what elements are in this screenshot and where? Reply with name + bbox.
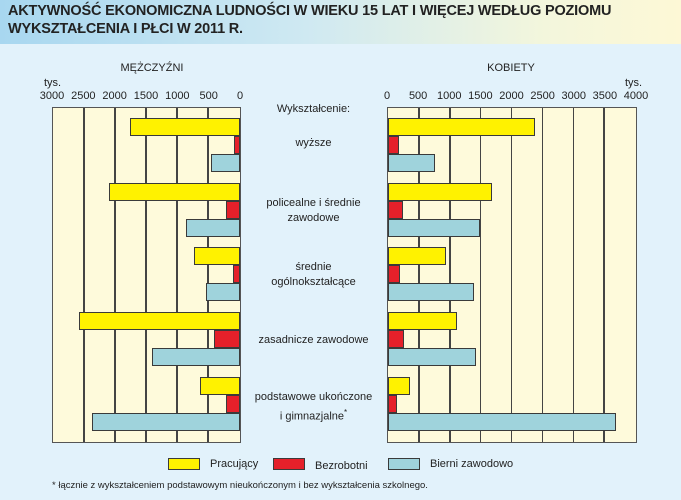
men-bar-bierni	[206, 283, 240, 301]
category-header: Wykształcenie:	[276, 103, 351, 115]
men-bar-bezrobotni	[225, 200, 240, 219]
women-bar-pracujacy	[388, 182, 493, 201]
legend-item-bierni: Bierni zawodowo	[388, 456, 513, 472]
men-bar-bezrobotni	[225, 395, 240, 413]
axis-tick-label: 500	[199, 90, 218, 102]
legend-swatch-red	[273, 458, 305, 470]
axis-tick-label: 2500	[530, 90, 555, 102]
men-bar-pracujacy	[129, 118, 240, 136]
men-bar-pracujacy	[109, 182, 240, 201]
women-bar-bierni	[388, 154, 436, 172]
gridline	[207, 108, 209, 442]
chart-title: AKTYWNOŚĆ EKONOMICZNA LUDNOŚCI W WIEKU 1…	[8, 3, 612, 37]
legend-label: Bezrobotni	[315, 460, 368, 472]
women-bar-pracujacy	[388, 377, 411, 395]
men-bar-bezrobotni	[213, 330, 240, 348]
men-plot-area	[52, 107, 241, 443]
women-bar-pracujacy	[388, 118, 536, 136]
category-label: policealne i średnie zawodowe	[266, 197, 361, 224]
gridline	[418, 108, 420, 442]
axis-tick-label: 500	[408, 90, 428, 102]
men-bar-bezrobotni	[234, 136, 240, 154]
gridline	[603, 108, 605, 442]
legend-swatch-yellow	[168, 458, 200, 470]
gridline	[510, 108, 513, 442]
men-bar-pracujacy	[78, 312, 240, 330]
men-bar-bezrobotni	[233, 265, 240, 283]
category-label: średnie ogólnokształcące	[271, 261, 356, 288]
axis-tick-label: 4000	[623, 90, 649, 102]
category-label: zasadnicze zawodowe	[258, 334, 369, 346]
men-bar-pracujacy	[193, 247, 240, 265]
gridline	[541, 108, 544, 442]
axis-tick-label: 1500	[468, 90, 493, 102]
men-bar-bierni	[151, 348, 240, 366]
category-label: wyższe	[295, 137, 332, 149]
gridline	[449, 108, 451, 442]
women-bar-bierni	[388, 283, 474, 301]
axis-tick-label: 0	[383, 90, 391, 102]
women-bar-bezrobotni	[388, 395, 397, 413]
women-bar-bezrobotni	[388, 330, 405, 348]
axis-tick-label: 3500	[592, 90, 618, 102]
women-bar-bezrobotni	[388, 136, 400, 154]
axis-tick-label: 2500	[71, 90, 96, 102]
gridline	[176, 108, 178, 442]
men-bar-bierni	[91, 413, 240, 431]
axis-tick-label: 2000	[499, 90, 524, 102]
legend-item-pracujacy: Pracujący	[168, 456, 258, 472]
women-bar-pracujacy	[388, 312, 457, 330]
legend-item-bezrobotni: Bezrobotni	[273, 456, 368, 472]
right-unit-label: tys.	[625, 77, 643, 89]
axis-tick-label: 2000	[102, 90, 127, 102]
axis-tick-label: 3000	[561, 90, 586, 102]
women-plot-area	[387, 107, 637, 443]
women-bar-bierni	[388, 413, 616, 431]
legend-label: Pracujący	[210, 458, 259, 470]
axis-tick-label: 0	[236, 90, 244, 102]
right-panel-label: KOBIETY	[487, 62, 535, 74]
gridline	[145, 108, 147, 442]
left-unit-label: tys.	[44, 77, 62, 89]
title-band	[0, 0, 681, 44]
gridline	[83, 108, 85, 442]
gridline	[114, 108, 116, 442]
axis-tick-label: 1000	[165, 90, 190, 102]
men-bar-pracujacy	[199, 377, 240, 395]
axis-tick-label: 3000	[39, 90, 65, 102]
footnote: * łącznie z wykształceniem podstawowym n…	[52, 480, 428, 491]
axis-tick-label: 1000	[437, 90, 462, 102]
women-bar-bezrobotni	[388, 265, 400, 283]
men-bar-bierni	[186, 218, 240, 237]
women-bar-bezrobotni	[388, 200, 404, 219]
gridline	[572, 108, 574, 442]
left-panel-label: MĘŻCZYŹNI	[120, 62, 184, 74]
women-bar-bierni	[388, 218, 480, 237]
gridline	[479, 108, 482, 442]
category-label: podstawowe ukończone i gimnazjalne*	[254, 391, 373, 423]
legend-label: Bierni zawodowo	[430, 458, 514, 470]
men-bar-bierni	[211, 154, 240, 172]
women-bar-pracujacy	[388, 247, 446, 265]
women-bar-bierni	[388, 348, 476, 366]
axis-tick-label: 1500	[133, 90, 159, 102]
legend-swatch-blue	[388, 458, 420, 470]
